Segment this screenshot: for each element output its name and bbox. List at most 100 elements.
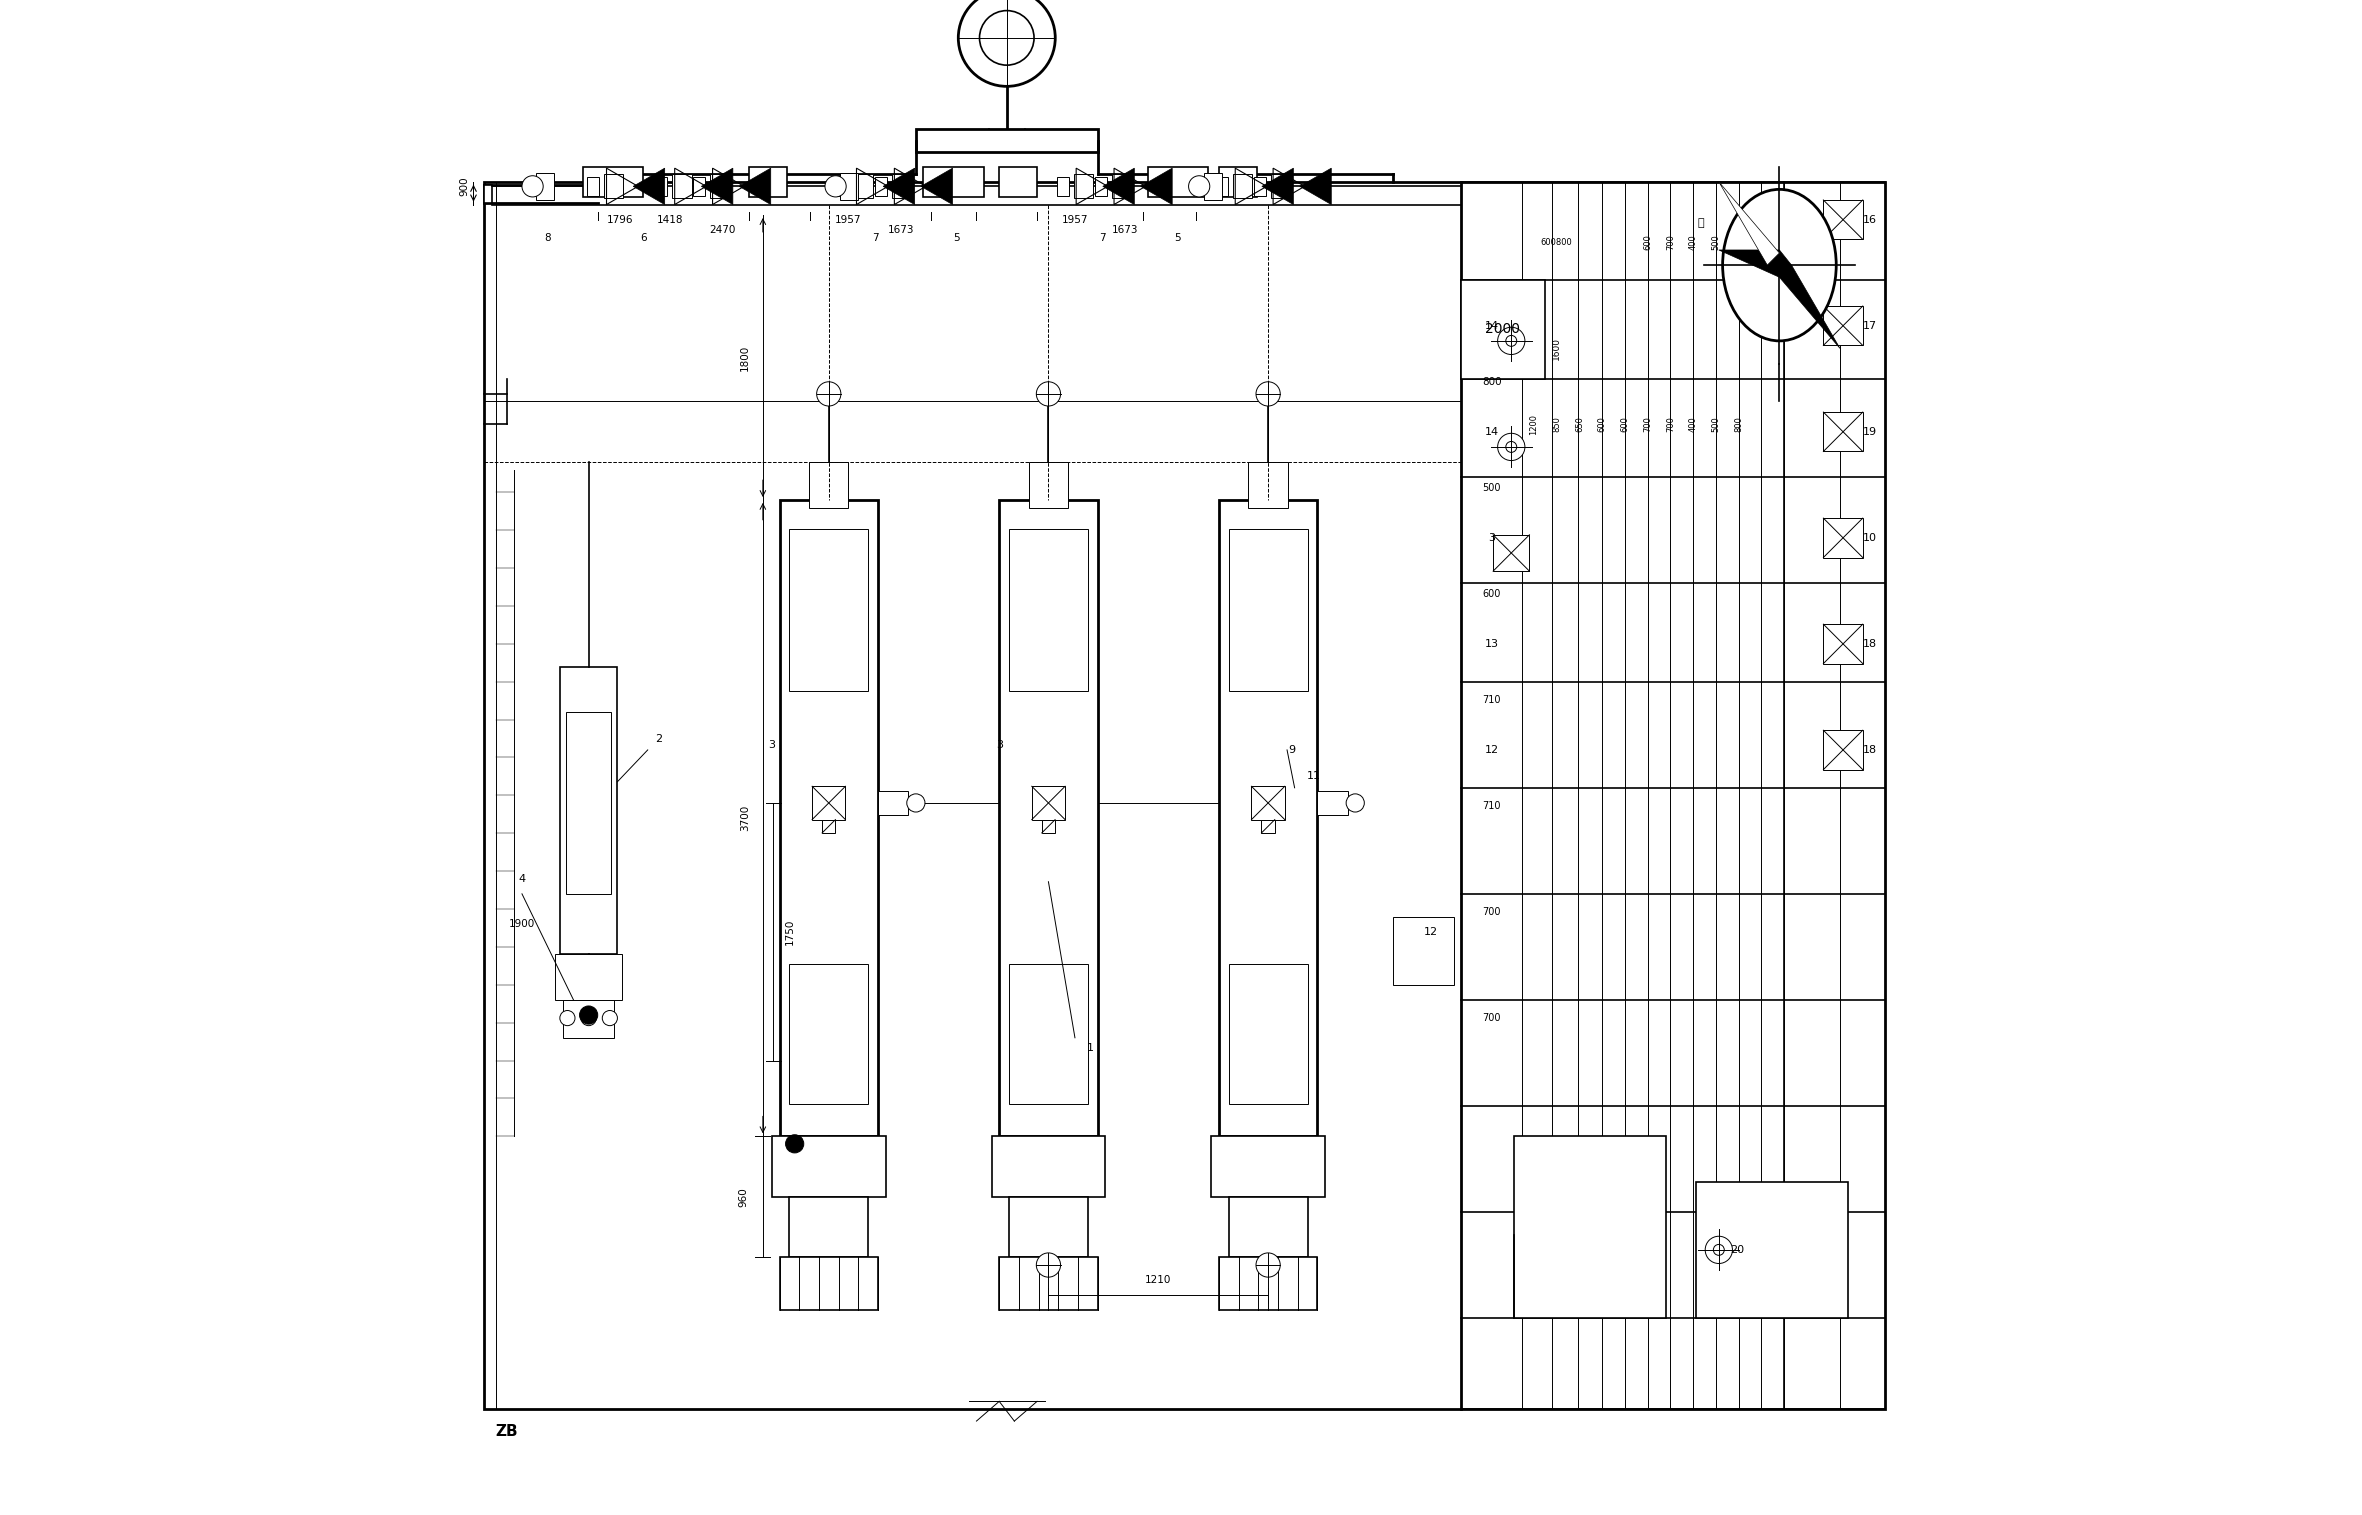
Text: 600800: 600800 bbox=[1540, 238, 1573, 247]
Text: 710: 710 bbox=[1483, 801, 1500, 811]
Text: 1673: 1673 bbox=[888, 226, 914, 235]
Text: 8: 8 bbox=[543, 233, 550, 242]
Text: 7: 7 bbox=[1098, 233, 1105, 242]
Circle shape bbox=[1498, 327, 1526, 355]
Text: 18: 18 bbox=[1864, 745, 1878, 754]
Text: 850: 850 bbox=[1552, 417, 1561, 432]
Text: 500: 500 bbox=[1712, 235, 1720, 250]
Text: 500: 500 bbox=[1712, 417, 1720, 432]
Text: 1800: 1800 bbox=[739, 344, 749, 371]
Text: 17: 17 bbox=[1864, 321, 1878, 330]
Text: 400: 400 bbox=[1689, 417, 1698, 432]
Bar bbox=[1042, 820, 1056, 833]
Bar bbox=[1032, 786, 1065, 820]
Circle shape bbox=[1507, 441, 1516, 453]
Polygon shape bbox=[1103, 168, 1134, 205]
Ellipse shape bbox=[1722, 189, 1835, 341]
Circle shape bbox=[1257, 382, 1280, 406]
Bar bbox=[1249, 462, 1287, 508]
Circle shape bbox=[1037, 382, 1061, 406]
Bar bbox=[1823, 624, 1864, 664]
Text: 3: 3 bbox=[997, 741, 1004, 750]
Bar bbox=[779, 1257, 879, 1310]
Text: 5: 5 bbox=[954, 233, 959, 242]
Text: 7: 7 bbox=[872, 233, 879, 242]
Circle shape bbox=[1705, 1236, 1731, 1264]
Bar bbox=[1113, 174, 1131, 198]
Text: 900: 900 bbox=[458, 177, 470, 195]
Text: 700: 700 bbox=[1665, 235, 1675, 250]
Text: 3700: 3700 bbox=[739, 804, 749, 832]
Circle shape bbox=[1498, 433, 1526, 461]
Circle shape bbox=[1188, 176, 1209, 197]
Text: 800: 800 bbox=[1481, 377, 1502, 386]
Circle shape bbox=[1346, 794, 1365, 812]
Text: 700: 700 bbox=[1483, 1014, 1500, 1023]
Bar bbox=[1228, 965, 1309, 1104]
Text: 13: 13 bbox=[1486, 639, 1498, 648]
Bar bbox=[1462, 280, 1545, 379]
Bar bbox=[567, 712, 612, 894]
Bar bbox=[673, 174, 692, 198]
Bar bbox=[1216, 177, 1228, 195]
Text: 1957: 1957 bbox=[834, 215, 862, 224]
Bar bbox=[1030, 462, 1068, 508]
Bar bbox=[924, 167, 985, 197]
Text: 650: 650 bbox=[1575, 417, 1585, 432]
Bar bbox=[1009, 965, 1089, 1104]
Bar bbox=[562, 1000, 614, 1038]
Text: 19: 19 bbox=[1864, 427, 1878, 436]
Bar bbox=[999, 167, 1037, 197]
Bar bbox=[874, 177, 888, 195]
Bar bbox=[1254, 177, 1266, 195]
Bar bbox=[1823, 200, 1864, 239]
Text: 600: 600 bbox=[1483, 589, 1500, 598]
Circle shape bbox=[959, 0, 1056, 86]
Bar bbox=[1228, 1197, 1309, 1257]
Text: 600: 600 bbox=[1620, 417, 1630, 432]
Text: 6: 6 bbox=[640, 233, 647, 242]
Bar bbox=[711, 174, 730, 198]
Circle shape bbox=[787, 1135, 803, 1153]
Circle shape bbox=[522, 176, 543, 197]
Text: 700: 700 bbox=[1665, 417, 1675, 432]
Bar bbox=[1094, 177, 1108, 195]
Text: 10: 10 bbox=[1864, 533, 1878, 542]
Bar bbox=[692, 177, 706, 195]
Text: 710: 710 bbox=[1483, 695, 1500, 704]
Text: 2000: 2000 bbox=[1486, 321, 1519, 336]
Bar bbox=[836, 177, 850, 195]
Text: 12: 12 bbox=[1483, 745, 1498, 754]
Circle shape bbox=[602, 1011, 616, 1026]
Text: 1750: 1750 bbox=[784, 918, 796, 945]
Bar bbox=[810, 462, 848, 508]
Bar bbox=[1493, 535, 1531, 571]
Bar bbox=[1219, 167, 1257, 197]
Bar bbox=[1823, 518, 1864, 558]
Text: 15: 15 bbox=[1807, 215, 1821, 224]
Bar bbox=[536, 173, 553, 200]
Text: 800: 800 bbox=[1734, 417, 1743, 432]
Bar bbox=[1009, 529, 1089, 691]
Text: 1900: 1900 bbox=[508, 920, 536, 929]
Bar bbox=[999, 500, 1098, 1136]
Bar bbox=[779, 500, 879, 1136]
Bar bbox=[560, 667, 616, 954]
Bar bbox=[1318, 791, 1349, 815]
Text: 1210: 1210 bbox=[1146, 1276, 1172, 1285]
Polygon shape bbox=[1299, 168, 1332, 205]
Polygon shape bbox=[1720, 182, 1779, 265]
Circle shape bbox=[581, 1011, 595, 1026]
Bar bbox=[588, 177, 600, 195]
Bar bbox=[822, 820, 836, 833]
Bar bbox=[484, 185, 491, 203]
Text: 18: 18 bbox=[1864, 639, 1878, 648]
Polygon shape bbox=[883, 168, 914, 205]
Text: 14: 14 bbox=[1483, 427, 1498, 436]
Bar bbox=[879, 791, 909, 815]
Circle shape bbox=[980, 11, 1035, 65]
Text: 1957: 1957 bbox=[1061, 215, 1089, 224]
Circle shape bbox=[1507, 335, 1516, 347]
Bar bbox=[654, 177, 668, 195]
Bar bbox=[992, 1136, 1105, 1197]
